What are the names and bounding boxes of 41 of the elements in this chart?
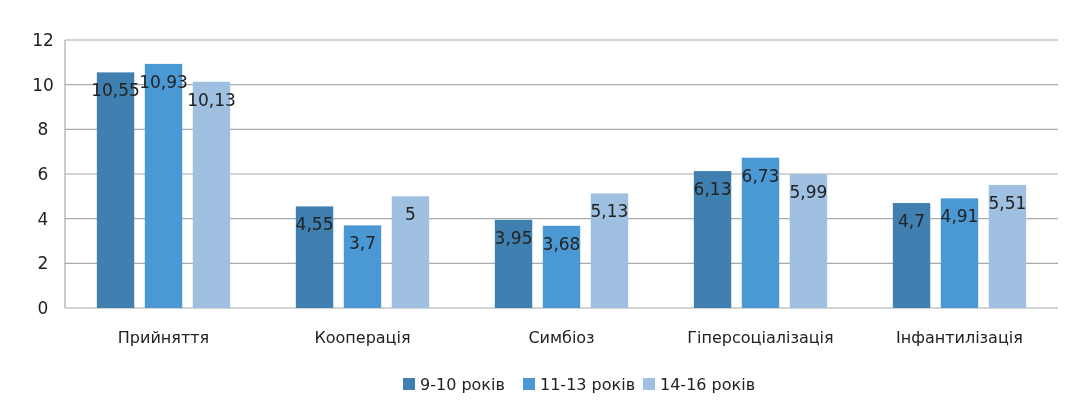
- data-label: 5,51: [988, 192, 1027, 213]
- data-label: 6,13: [693, 179, 732, 200]
- y-tick-label: 0: [37, 297, 49, 318]
- y-tick-label: 12: [32, 29, 54, 50]
- legend-label: 9-10 років: [420, 374, 505, 394]
- y-tick-label: 10: [32, 74, 54, 95]
- data-label: 10,93: [139, 71, 188, 92]
- y-tick-label: 6: [37, 163, 49, 184]
- x-tick-label: Прийняття: [117, 328, 210, 347]
- data-label: 4,7: [898, 211, 926, 232]
- data-label: 4,91: [940, 206, 979, 227]
- data-label: 3,95: [494, 227, 533, 248]
- bar: [343, 225, 382, 308]
- x-tick-label: Інфантилізація: [896, 328, 1023, 347]
- y-tick-label: 4: [37, 208, 49, 229]
- data-label: 5,99: [789, 182, 828, 203]
- data-label: 10,13: [187, 89, 236, 110]
- data-label: 5,13: [590, 201, 629, 222]
- data-label: 3,7: [348, 233, 377, 254]
- x-tick-label: Симбіоз: [528, 328, 595, 347]
- bar: [494, 219, 533, 308]
- bar: [542, 225, 581, 308]
- bar: [295, 206, 334, 308]
- bar: [693, 171, 732, 308]
- bar: [391, 196, 430, 308]
- legend-label: 14-16 років: [660, 374, 756, 394]
- data-label: 6,73: [741, 165, 780, 186]
- bar: [741, 157, 780, 308]
- bar: [940, 198, 979, 308]
- data-label: 3,68: [542, 233, 581, 254]
- data-label: 4,55: [295, 214, 334, 235]
- bar: [590, 193, 629, 308]
- x-tick-label: Кооперація: [314, 328, 411, 347]
- y-tick-label: 8: [37, 119, 49, 140]
- x-tick-label: Гіперсоціалізація: [687, 328, 834, 347]
- data-label: 5: [405, 204, 416, 225]
- legend-label: 11-13 років: [540, 374, 636, 394]
- y-tick-label: 2: [37, 253, 49, 274]
- bar: [988, 184, 1027, 308]
- bar: [789, 174, 828, 308]
- bar: [892, 203, 931, 308]
